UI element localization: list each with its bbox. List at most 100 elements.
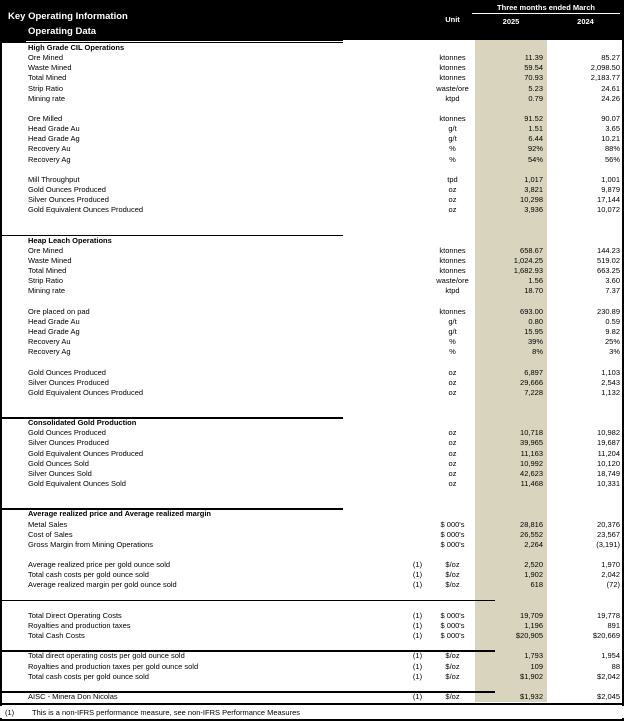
cell-label: Ore Milled <box>28 113 63 123</box>
cell-v2025: 2,264 <box>524 539 543 549</box>
cell-unit <box>430 509 475 519</box>
cell-label: Total Cash Costs <box>28 631 85 641</box>
cell-ref <box>405 479 430 490</box>
cell-ref <box>405 438 430 449</box>
cell-v2025: 59.54 <box>524 63 543 73</box>
cell-label: Head Grade Ag <box>28 134 80 144</box>
cell-ref <box>405 337 430 348</box>
cell-label: AISC - Minera Don Nicolas <box>28 692 118 701</box>
cell-unit: oz <box>448 479 457 489</box>
cell-v2025: 10,298 <box>520 195 543 205</box>
cell-label: Royalties and production taxes per gold … <box>28 661 199 671</box>
cell-label: Strip Ratio <box>28 83 64 93</box>
spacer-row <box>0 357 624 367</box>
cell-v2025: 109 <box>530 661 543 671</box>
cell-v2025: 1,017 <box>524 174 543 184</box>
cell-v2024: (72) <box>606 580 620 590</box>
table-row: Gold Equivalent Ounces Produced oz 7,228 1,… <box>0 388 624 398</box>
cell-unit: g/t <box>448 316 457 326</box>
cell-unit: $ 000's <box>440 610 465 620</box>
table-row: Average realized price per gold ounce so… <box>0 560 624 570</box>
cell-label: Metal Sales <box>28 519 68 529</box>
cell-v2024: 3% <box>609 347 620 357</box>
footnote-text: This is a non-IFRS performance measure, … <box>32 707 301 717</box>
cell-ref <box>405 43 430 53</box>
cell-v2025: 1.51 <box>528 124 543 134</box>
cell-label: Average realized price per gold ounce so… <box>28 560 171 570</box>
cell-v2024: 18,749 <box>597 468 620 478</box>
cell-label: Ore Mined <box>28 53 64 63</box>
cell-v2025: 6.44 <box>528 134 543 144</box>
table-row: Waste Mined ktonnes 59.54 2,098.50 <box>0 63 624 73</box>
cell-v2024: 19,778 <box>597 610 620 620</box>
section-heading-row: Heap Leach Operations <box>0 234 624 246</box>
cell-v2025 <box>475 43 547 53</box>
table-row: Waste Mined ktonnes 1,024.25 519.02 <box>0 256 624 266</box>
cell-v2025 <box>475 418 547 428</box>
cell-ref <box>405 368 430 379</box>
header-band: Key Operating Information Operating Data… <box>0 0 624 40</box>
cell-unit: tpd <box>447 174 458 184</box>
cell-label: Gold Ounces Produced <box>28 367 106 377</box>
cell-unit: ktonnes <box>439 113 466 123</box>
cell-v2025: 15.95 <box>524 326 543 336</box>
cell-v2024: 663.25 <box>597 266 620 276</box>
cell-label: Mill Throughput <box>28 174 80 184</box>
cell-ref <box>405 317 430 328</box>
table-row: Recovery Au% 39% 25% <box>0 337 624 347</box>
cell-v2024: 2,183.77 <box>590 73 620 83</box>
cell-label: Consolidated Gold Production <box>28 418 137 428</box>
section-heading-row: Average realized price and Average reali… <box>0 508 624 519</box>
table-row: Total cash costs per gold ounce sold (1) $… <box>0 570 624 580</box>
cell-v2025: 1,902 <box>524 570 543 580</box>
cell-v2025: $1,902 <box>520 671 543 681</box>
cell-v2024: 10,120 <box>597 458 620 468</box>
cell-v2024: 10,331 <box>597 479 620 489</box>
cell-v2024: 88 <box>611 661 620 671</box>
cell-v2025: 39,965 <box>520 438 543 448</box>
table-row: Silver Ounces Produced oz 29,666 2,543 <box>0 378 624 388</box>
cell-ref <box>405 256 430 267</box>
cell-v2024: 9,879 <box>601 184 620 194</box>
column-header-2024: 2024 <box>577 17 594 26</box>
cell-ref <box>405 185 430 196</box>
cell-ref <box>405 124 430 135</box>
cell-v2024: 3.60 <box>605 276 620 286</box>
cell-label: Gold Equivalent Ounces Produced <box>28 387 144 397</box>
cell-ref <box>405 428 430 439</box>
cell-v2024: 24.26 <box>601 93 620 103</box>
table-row: Strip Ratio waste/ore 5.23 24.61 <box>0 84 624 94</box>
table-row: Total Mined ktonnes 70.93 2,183.77 <box>0 73 624 83</box>
cell-v2025: 39% <box>527 337 543 347</box>
cell-ref <box>405 388 430 399</box>
table-row: Silver Ounces Produced oz 39,965 19,687 <box>0 438 624 448</box>
spacer-row <box>0 489 624 499</box>
cell-ref <box>405 540 430 551</box>
table-row: Gross Margin from Mining Operations $ 000… <box>0 540 624 550</box>
cell-unit: oz <box>448 367 457 377</box>
column-header-2025: 2025 <box>502 17 520 26</box>
cell-v2025: 70.93 <box>524 73 543 83</box>
cell-unit: waste/ore <box>436 83 469 93</box>
cell-label: Heap Leach Operations <box>28 235 112 245</box>
cell-v2025: 11.39 <box>524 53 543 63</box>
cell-v2025: 92% <box>527 144 543 154</box>
cell-v2025: $1,932 <box>520 692 543 701</box>
cell-label: Recovery Au <box>28 337 71 347</box>
cell-ref <box>405 94 430 105</box>
cell-unit: ktonnes <box>439 63 466 73</box>
cell-unit: oz <box>448 377 457 387</box>
spacer-row <box>0 550 624 560</box>
cell-v2024: 1,001 <box>601 174 620 184</box>
cell-unit: ktonnes <box>439 245 466 255</box>
cell-ref <box>405 530 430 541</box>
cell-unit: $ 000's <box>440 631 465 641</box>
table-row: Average realized margin per gold ounce s… <box>0 580 624 590</box>
table-row: Head Grade Au g/t 1.51 3.65 <box>0 124 624 134</box>
cell-v2024: 144.23 <box>597 245 620 255</box>
cell-unit: $/oz <box>445 692 460 701</box>
cell-label: Recovery Ag <box>28 347 71 357</box>
cell-label: Total Mined <box>28 73 67 83</box>
cell-label: Recovery Ag <box>28 154 71 164</box>
cell-unit: oz <box>448 428 457 438</box>
